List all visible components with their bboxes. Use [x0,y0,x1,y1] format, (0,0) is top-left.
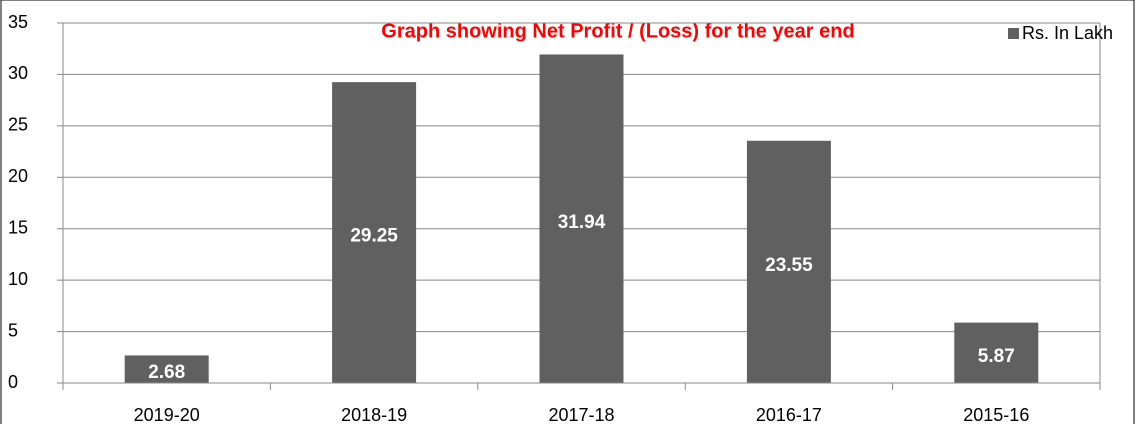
value-label: 2.68 [148,362,185,383]
bar [124,355,209,383]
value-label: 5.87 [978,346,1015,367]
y-tick-label: 10 [8,269,28,289]
bar [954,322,1039,383]
bar [332,82,417,384]
y-tick-label: 20 [8,166,28,186]
value-label: 31.94 [558,212,606,233]
bar [746,140,831,383]
chart-title: Graph showing Net Profit / (Loss) for th… [381,20,854,42]
value-label: 29.25 [350,226,398,247]
value-label: 23.55 [765,255,813,276]
x-tick-label: 2015-16 [963,405,1029,424]
x-tick-label: 2018-19 [341,405,407,424]
x-tick-label: 2017-18 [548,405,614,424]
bar [539,54,624,384]
y-tick-label: 0 [8,372,18,392]
y-tick-label: 30 [8,63,28,83]
x-tick-label: 2019-20 [134,405,200,424]
y-tick-label: 15 [8,217,28,237]
y-tick-label: 35 [8,12,28,32]
y-tick-label: 25 [8,115,28,135]
legend-swatch [1008,28,1019,39]
x-tick-label: 2016-17 [756,405,822,424]
y-tick-label: 5 [8,320,18,340]
legend-label: Rs. In Lakh [1022,23,1113,43]
